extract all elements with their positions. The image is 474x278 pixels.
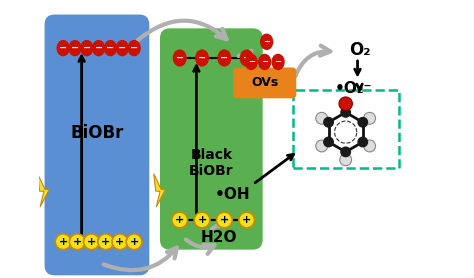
Circle shape — [83, 234, 100, 250]
Text: −: − — [118, 43, 127, 53]
Circle shape — [358, 137, 367, 147]
Text: −: − — [261, 58, 268, 66]
Circle shape — [69, 234, 85, 250]
Text: +: + — [58, 237, 68, 247]
Ellipse shape — [69, 41, 81, 56]
Text: +: + — [197, 215, 207, 225]
Ellipse shape — [240, 50, 253, 66]
Ellipse shape — [261, 34, 273, 49]
Circle shape — [316, 112, 328, 124]
Ellipse shape — [105, 41, 117, 56]
Circle shape — [364, 112, 375, 124]
Ellipse shape — [196, 50, 209, 66]
Circle shape — [364, 140, 375, 152]
Text: H2O: H2O — [201, 230, 237, 245]
Text: −: − — [263, 37, 270, 46]
Text: OVs: OVs — [251, 76, 278, 90]
Text: −: − — [220, 53, 228, 63]
Circle shape — [55, 234, 71, 250]
Text: −: − — [176, 53, 184, 63]
Text: +: + — [242, 215, 251, 225]
Circle shape — [98, 234, 114, 250]
Circle shape — [316, 140, 328, 152]
Text: −: − — [71, 43, 79, 53]
Ellipse shape — [246, 54, 257, 70]
Ellipse shape — [173, 50, 186, 66]
Text: −: − — [95, 43, 103, 53]
Text: +: + — [175, 215, 184, 225]
Ellipse shape — [218, 50, 231, 66]
Circle shape — [217, 212, 232, 228]
Ellipse shape — [272, 54, 284, 70]
Text: −: − — [130, 43, 138, 53]
Circle shape — [324, 137, 333, 147]
Ellipse shape — [57, 41, 69, 56]
Circle shape — [358, 118, 367, 127]
FancyBboxPatch shape — [233, 68, 296, 98]
Ellipse shape — [81, 41, 93, 56]
Text: −: − — [106, 43, 115, 53]
Ellipse shape — [117, 41, 128, 56]
Text: −: − — [83, 43, 91, 53]
Text: •OH: •OH — [215, 187, 251, 202]
FancyBboxPatch shape — [160, 28, 263, 250]
FancyBboxPatch shape — [293, 90, 399, 168]
Circle shape — [339, 97, 352, 110]
Text: +: + — [101, 237, 110, 247]
Text: −: − — [59, 43, 67, 53]
Text: −: − — [198, 53, 206, 63]
Text: •O₂⁻: •O₂⁻ — [335, 81, 372, 96]
Circle shape — [341, 108, 350, 117]
Ellipse shape — [128, 41, 140, 56]
Circle shape — [324, 118, 333, 127]
Polygon shape — [154, 174, 165, 207]
Text: −: − — [243, 53, 251, 63]
Text: BiOBr: BiOBr — [70, 124, 124, 142]
Ellipse shape — [93, 41, 105, 56]
FancyBboxPatch shape — [45, 14, 149, 275]
Circle shape — [112, 234, 128, 250]
Text: +: + — [87, 237, 96, 247]
Circle shape — [239, 212, 255, 228]
Circle shape — [194, 212, 210, 228]
Circle shape — [340, 154, 352, 166]
Circle shape — [126, 234, 142, 250]
Text: +: + — [115, 237, 125, 247]
Text: O₂: O₂ — [349, 41, 370, 59]
Circle shape — [172, 212, 188, 228]
Text: +: + — [129, 237, 139, 247]
Ellipse shape — [259, 54, 271, 70]
Text: −: − — [248, 58, 255, 66]
Circle shape — [341, 147, 350, 157]
Text: +: + — [73, 237, 82, 247]
Text: −: − — [274, 58, 282, 66]
Text: Black
BiOBr: Black BiOBr — [189, 148, 234, 178]
Text: +: + — [220, 215, 229, 225]
Polygon shape — [37, 174, 49, 207]
